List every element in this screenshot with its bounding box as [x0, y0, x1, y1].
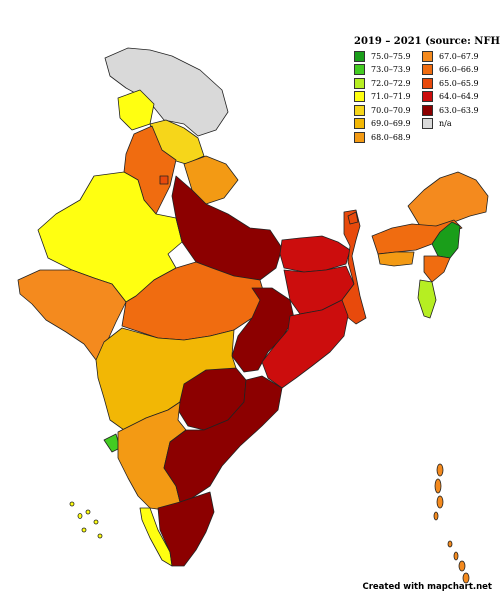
- legend-swatch: [422, 91, 433, 102]
- legend-item: 69.0–69.9: [354, 118, 422, 130]
- legend-item: 63.0–63.9: [422, 104, 490, 116]
- region-mizoram: [417, 279, 437, 319]
- legend-swatch: [422, 64, 433, 75]
- legend-item: n/a: [422, 118, 490, 130]
- legend-label: 75.0–75.9: [371, 51, 411, 61]
- region-west-bengal: [341, 209, 367, 325]
- legend-swatch: [354, 77, 365, 89]
- legend-item: 68.0–68.9: [354, 131, 422, 143]
- legend-item: 67.0–67.9: [422, 50, 490, 62]
- legend-label: 69.0–69.9: [371, 119, 411, 128]
- legend-swatch: [354, 64, 365, 75]
- region-chhattisgarh: [231, 287, 295, 373]
- legend-item: 71.0–71.9: [354, 91, 422, 103]
- region-meghalaya: [377, 251, 415, 267]
- region-lakshadweep: [69, 501, 103, 539]
- legend-label: 72.0–72.9: [371, 78, 411, 88]
- region-tamil-nadu: [157, 491, 215, 567]
- legend-swatch: [422, 118, 433, 129]
- legend-item: 70.0–70.9: [354, 104, 422, 116]
- legend-label: 71.0–71.9: [371, 92, 411, 101]
- legend-label: 64.0–64.9: [439, 92, 479, 101]
- legend-swatch: [422, 77, 433, 89]
- legend-column-right: 67.0–67.9 66.0–66.9 65.0–65.9 64.0–64.9 63.0…: [422, 50, 490, 145]
- legend-label: 73.0–73.9: [371, 65, 411, 74]
- region-delhi: [159, 175, 169, 185]
- legend-item: 73.0–73.9: [354, 64, 422, 76]
- region-andaman-nicobar: [433, 463, 470, 584]
- legend-label: 66.0–66.9: [439, 65, 479, 74]
- region-arunachal-pradesh: [407, 171, 489, 227]
- legend-title: 2019 – 2021 (source: NFHS): [354, 36, 500, 47]
- legend-item: 64.0–64.9: [422, 91, 490, 103]
- legend-swatch: [422, 104, 433, 116]
- legend-label: 67.0–67.9: [439, 51, 479, 61]
- legend-swatch: [354, 131, 365, 143]
- region-uttar-pradesh: [171, 175, 283, 281]
- legend-label: 70.0–70.9: [371, 105, 411, 115]
- region-bihar: [279, 235, 351, 273]
- legend-item: 65.0–65.9: [422, 77, 490, 89]
- credit-text: Created with mapchart.net: [362, 582, 492, 592]
- region-odisha: [261, 299, 349, 389]
- legend: 2019 – 2021 (source: NFHS) 75.0–75.9 73.0…: [354, 36, 500, 145]
- legend-swatch: [354, 104, 365, 116]
- legend-swatch: [422, 50, 433, 62]
- legend-label: 65.0–65.9: [439, 78, 479, 88]
- legend-swatch: [354, 91, 365, 102]
- region-sikkim: [347, 211, 359, 225]
- region-nagaland-manipur: [431, 221, 461, 259]
- legend-label: 63.0–63.9: [439, 105, 479, 115]
- legend-swatch: [354, 50, 365, 62]
- legend-item: 75.0–75.9: [354, 50, 422, 62]
- legend-label: 68.0–68.9: [371, 132, 411, 142]
- legend-item: 66.0–66.9: [422, 64, 490, 76]
- legend-column-left: 75.0–75.9 73.0–73.9 72.0–72.9 71.0–71.9 70.0…: [354, 50, 422, 145]
- region-tripura: [423, 255, 451, 283]
- legend-swatch: [354, 118, 365, 129]
- legend-item: 72.0–72.9: [354, 77, 422, 89]
- legend-label: n/a: [439, 119, 452, 128]
